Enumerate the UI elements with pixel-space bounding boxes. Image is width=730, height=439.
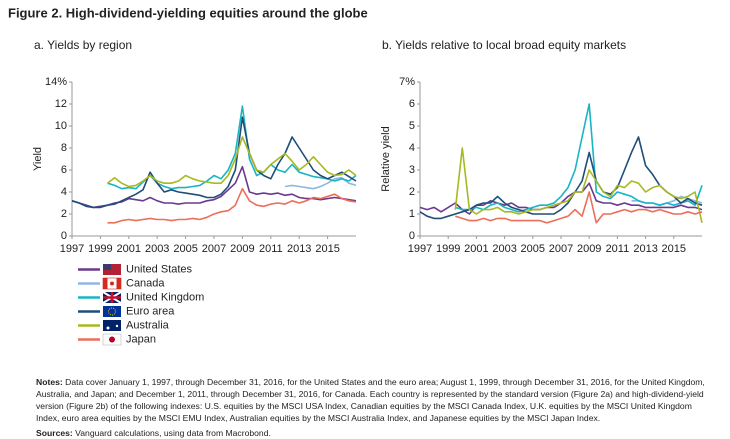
series-line: [419, 136, 703, 220]
legend-label: United Kingdom: [126, 291, 204, 303]
y-tick-label: 3: [409, 164, 415, 176]
flag-ca-band: [116, 278, 121, 289]
legend-label: Australia: [126, 319, 170, 331]
y-tick-label: 7%: [399, 76, 415, 88]
x-tick-label: 2005: [173, 243, 197, 255]
y-tick-label: 2: [409, 186, 415, 198]
legend-label: Japan: [126, 333, 156, 345]
legend-label: United States: [126, 263, 193, 275]
x-tick-label: 2007: [549, 243, 573, 255]
flag-ca-band: [103, 278, 108, 289]
x-tick-label: 2015: [315, 243, 339, 255]
x-tick-label: 2001: [117, 243, 141, 255]
legend-flags: [102, 264, 122, 346]
y-tick-label: 0: [409, 230, 415, 242]
series-line: [71, 116, 357, 209]
x-tick-label: 2009: [230, 243, 254, 255]
flag-eu-stars: [108, 307, 116, 316]
flag-us-canton: [103, 264, 111, 270]
flag-us: [103, 264, 121, 275]
x-tick-label: 2007: [202, 243, 226, 255]
series-line: [107, 136, 357, 188]
x-tick-label: 1999: [436, 243, 460, 255]
x-tick-label: 2005: [521, 243, 545, 255]
series-line: [455, 191, 703, 224]
x-tick-label: 2011: [259, 243, 283, 255]
y-tick-label: 4: [61, 186, 67, 198]
y-axis-label: Relative yield: [380, 126, 392, 191]
sources-block: Sources: Vanguard calculations, using da…: [36, 427, 716, 439]
notes: Notes: Data cover January 1, 1997, throu…: [36, 376, 716, 439]
x-tick-label: 2011: [606, 243, 630, 255]
legend-label: Euro area: [126, 305, 175, 317]
y-tick-label: 10: [55, 120, 67, 132]
x-tick-label: 1999: [88, 243, 112, 255]
flag-jp-disc: [109, 336, 115, 343]
y-tick-label: 14%: [45, 76, 67, 88]
x-tick-label: 2003: [145, 243, 169, 255]
sources-text: Vanguard calculations, using data from M…: [75, 428, 271, 438]
series-line: [107, 187, 357, 224]
flag-eu: [103, 306, 121, 317]
y-tick-label: 6: [409, 98, 415, 110]
notes-text: Data cover January 1, 1997, through Dece…: [36, 377, 705, 423]
x-tick-label: 2001: [464, 243, 488, 255]
x-tick-label: 2013: [633, 243, 657, 255]
y-tick-label: 2: [61, 208, 67, 220]
notes-label: Notes:: [36, 377, 63, 387]
y-tick-label: 12: [55, 98, 67, 110]
y-tick-label: 6: [61, 164, 67, 176]
y-tick-label: 4: [409, 142, 415, 154]
flag-uk-cross: [103, 292, 121, 303]
y-tick-label: 1: [409, 208, 415, 220]
y-tick-label: 5: [409, 120, 415, 132]
figure-title: Figure 2. High-dividend-yielding equitie…: [8, 5, 368, 20]
flag-ca-leaf: [110, 281, 114, 286]
y-tick-label: 8: [61, 142, 67, 154]
notes-block: Notes: Data cover January 1, 1997, throu…: [36, 376, 716, 424]
series-line: [71, 165, 357, 209]
x-tick-label: 2009: [577, 243, 601, 255]
chart-subtitle: a. Yields by region: [34, 38, 132, 52]
x-tick-label: 2015: [662, 243, 686, 255]
sources-label: Sources:: [36, 428, 73, 438]
series-line: [454, 147, 703, 223]
flag-au: [103, 320, 121, 331]
figure: Figure 2. High-dividend-yielding equitie…: [8, 5, 703, 346]
flag-au-star: [115, 324, 119, 328]
y-axis-label: Yield: [32, 147, 44, 171]
x-tick-label: 1997: [60, 243, 84, 255]
series-line: [455, 103, 703, 213]
chart-subtitle: b. Yields relative to local broad equity…: [382, 38, 626, 52]
x-tick-label: 2003: [492, 243, 516, 255]
x-tick-label: 2013: [287, 243, 311, 255]
legend-label: Canada: [126, 277, 165, 289]
y-tick-label: 0: [61, 230, 67, 242]
x-tick-label: 1997: [408, 243, 432, 255]
flag-au-star: [106, 326, 110, 330]
